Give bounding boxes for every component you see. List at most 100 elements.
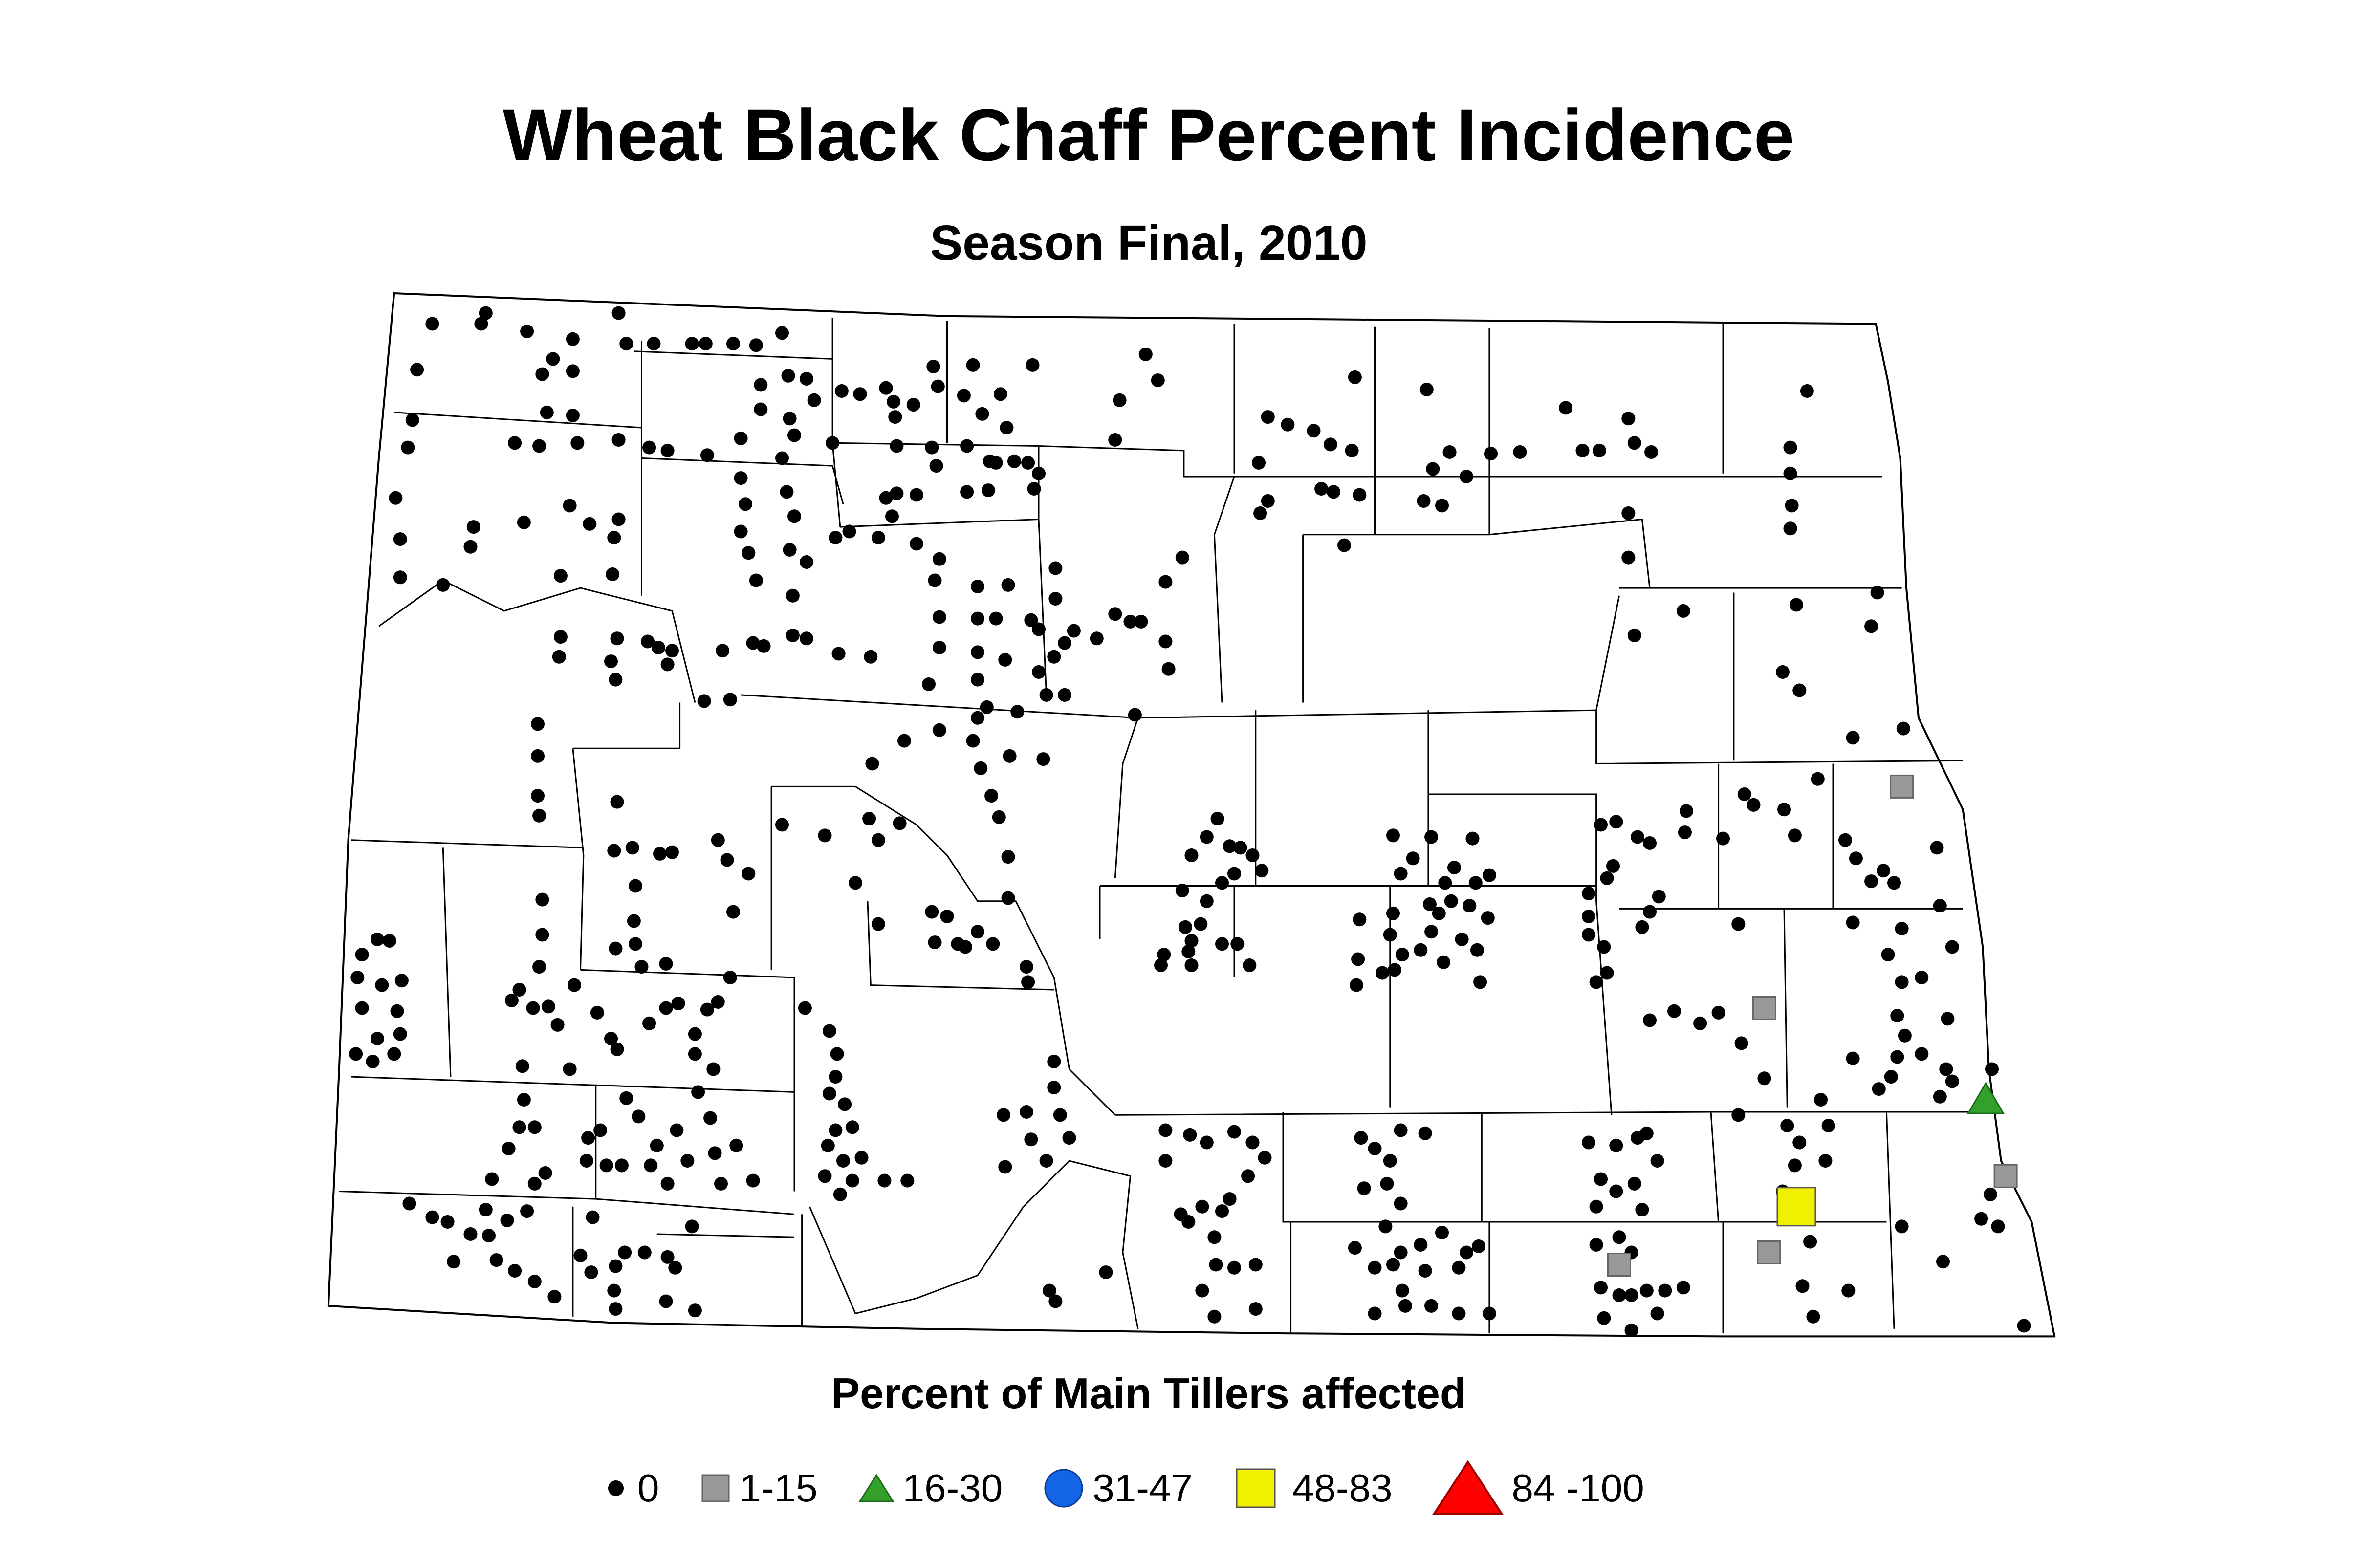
observation-point-0 (508, 1264, 522, 1278)
observation-point-0 (723, 971, 737, 984)
observation-point-0 (1983, 1187, 1997, 1201)
observation-point-0 (1442, 445, 1457, 459)
observation-point-0 (1890, 1009, 1904, 1023)
observation-point-0 (1181, 1215, 1196, 1229)
observation-point-0 (546, 352, 560, 366)
observation-point-0 (877, 1173, 892, 1188)
observation-point-0 (440, 1215, 455, 1229)
observation-point-0 (366, 1054, 380, 1068)
observation-point-0 (1424, 1299, 1439, 1313)
state-outline (327, 292, 2056, 1338)
observation-point-0 (1368, 1142, 1382, 1155)
observation-point-0 (479, 1203, 493, 1216)
observation-point-1-15 (1993, 1164, 2018, 1188)
observation-point-0 (1775, 665, 1790, 679)
observation-point-0 (1039, 1154, 1053, 1168)
legend-label-84-100: 84 -100 (1511, 1466, 1644, 1510)
observation-point-0 (1447, 861, 1461, 874)
observation-point-0 (833, 1187, 847, 1201)
observation-point-0 (997, 1108, 1011, 1122)
observation-point-0 (1195, 1199, 1209, 1214)
county-boundary (1489, 518, 1651, 588)
observation-point-0 (1635, 920, 1649, 934)
observation-point-0 (1230, 937, 1245, 951)
legend: 0 1-15 16-30 31-47 48-83 84 -100 (601, 1454, 1683, 1522)
observation-point-0 (1887, 876, 1901, 890)
observation-point-0 (971, 673, 984, 687)
county-boundary (808, 1160, 1139, 1329)
observation-point-0 (1151, 373, 1165, 388)
observation-point-0 (1643, 905, 1657, 919)
observation-point-0 (527, 1274, 542, 1288)
observation-point-0 (1438, 876, 1452, 890)
observation-point-0 (627, 914, 641, 928)
observation-point-0 (1777, 803, 1791, 817)
observation-point-0 (1460, 470, 1473, 483)
observation-point-0 (1465, 831, 1480, 846)
observation-point-0 (1676, 1281, 1690, 1295)
observation-point-0 (780, 485, 794, 499)
observation-point-0 (659, 1294, 673, 1308)
observation-point-0 (1039, 688, 1053, 702)
observation-point-0 (960, 485, 974, 499)
observation-point-0 (607, 531, 621, 544)
observation-point-0 (1444, 894, 1458, 908)
observation-point-0 (1307, 424, 1321, 438)
observation-point-0 (1757, 1071, 1771, 1086)
observation-point-0 (482, 1229, 496, 1243)
observation-point-0 (632, 1109, 646, 1124)
observation-point-0 (1351, 952, 1365, 966)
observation-point-0 (1368, 1306, 1382, 1321)
observation-point-0 (862, 812, 876, 825)
observation-point-0 (375, 978, 389, 992)
observation-point-0 (570, 436, 585, 450)
observation-point-0 (659, 1001, 673, 1015)
observation-point-0 (1195, 1283, 1209, 1298)
observation-point-0 (1368, 1260, 1382, 1275)
observation-point-0 (504, 993, 519, 1007)
observation-point-0 (940, 910, 954, 923)
observation-point-0 (355, 1001, 369, 1015)
observation-point-0 (1158, 634, 1173, 649)
observation-point-0 (1792, 683, 1807, 697)
observation-point-0 (989, 456, 1003, 470)
observation-point-0 (531, 717, 545, 731)
observation-point-0 (526, 1001, 540, 1015)
observation-point-0 (932, 552, 946, 566)
observation-point-0 (1386, 906, 1400, 920)
observation-point-0 (1021, 975, 1035, 989)
observation-point-0 (1631, 830, 1644, 844)
observation-point-0 (1090, 631, 1104, 646)
observation-point-0 (775, 326, 789, 340)
observation-point-0 (1184, 934, 1199, 948)
observation-point-0 (1207, 1230, 1222, 1244)
observation-point-0 (706, 1062, 721, 1076)
observation-point-0 (1227, 1260, 1241, 1275)
observation-point-0 (818, 828, 832, 843)
observation-point-0 (1460, 1245, 1473, 1260)
legend-item-0: 0 (601, 1466, 659, 1511)
observation-point-0 (1414, 1238, 1428, 1252)
legend-item-48-83: 48-83 (1232, 1466, 1392, 1511)
observation-point-0 (463, 540, 478, 554)
observation-point-0 (563, 499, 577, 513)
observation-point-0 (1108, 607, 1122, 621)
observation-point-0 (665, 644, 679, 658)
observation-point-0 (1821, 1119, 1835, 1133)
legend-label-16-30: 16-30 (902, 1466, 1003, 1510)
observation-point-0 (1048, 1294, 1063, 1308)
observation-point-0 (614, 1158, 629, 1173)
observation-point-0 (1806, 1309, 1820, 1324)
legend-item-31-47: 31-47 (1042, 1466, 1193, 1511)
observation-point-0 (1032, 622, 1046, 636)
observation-point-0 (474, 317, 488, 331)
observation-point-1-15 (1752, 996, 1776, 1020)
observation-point-0 (685, 337, 699, 351)
observation-point-0 (1594, 1281, 1608, 1295)
observation-point-0 (1991, 1219, 2005, 1234)
observation-point-0 (1941, 1012, 1955, 1026)
observation-point-0 (1985, 1062, 1999, 1076)
legend-item-84-100: 84 -100 (1431, 1459, 1644, 1518)
observation-point-0 (1248, 1302, 1263, 1316)
observation-point-0 (1711, 1005, 1725, 1020)
